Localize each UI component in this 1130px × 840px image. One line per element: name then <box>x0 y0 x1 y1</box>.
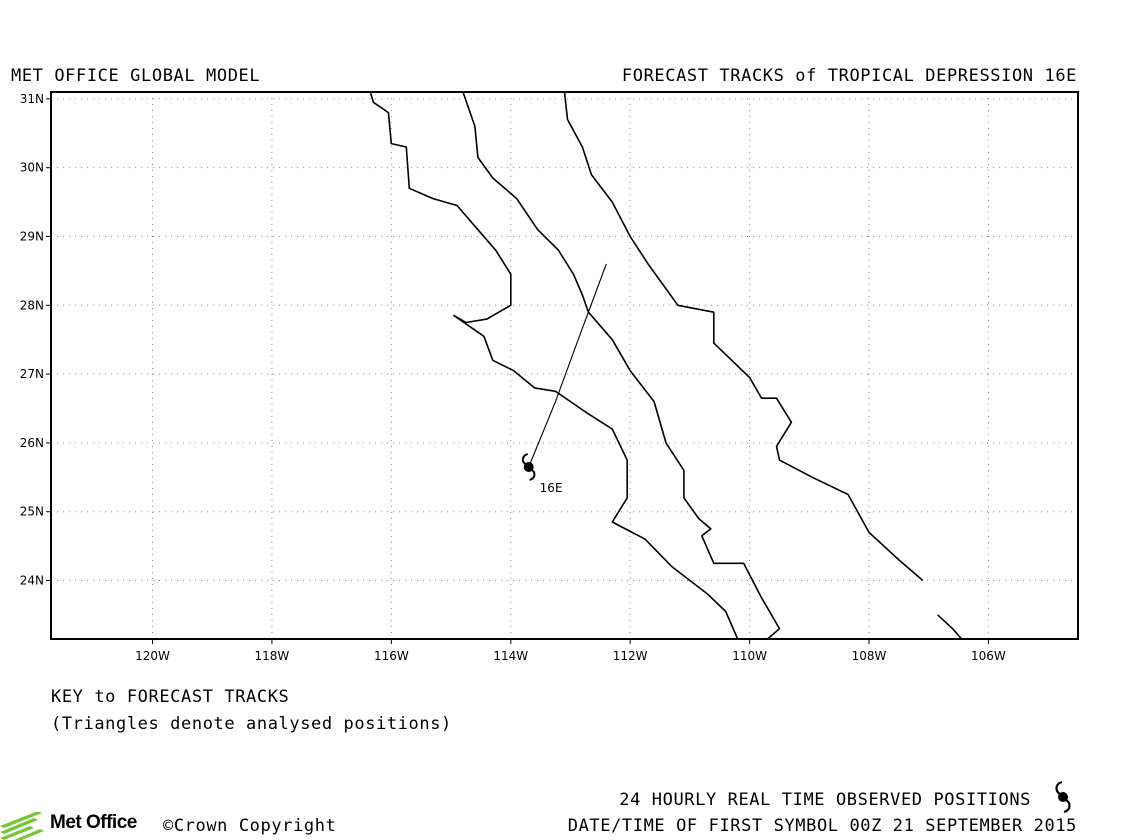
coastline <box>369 91 739 640</box>
lon-tick-label: 114W <box>493 649 528 663</box>
coastlines <box>369 91 963 640</box>
observed-positions-label: 24 HOURLY REAL TIME OBSERVED POSITIONS <box>619 790 1031 810</box>
lon-tick-label: 118W <box>255 649 290 663</box>
lat-tick-label: 26N <box>20 436 44 450</box>
right-title: FORECAST TRACKS of TROPICAL DEPRESSION 1… <box>621 66 1077 86</box>
lat-tick-label: 29N <box>20 229 44 243</box>
storm-symbol-icon <box>521 453 536 481</box>
lat-tick-label: 24N <box>20 574 44 588</box>
storm-label: 16E <box>540 481 563 495</box>
lat-tick-label: 27N <box>20 367 44 381</box>
lat-tick-label: 28N <box>20 298 44 312</box>
coastline <box>462 91 781 640</box>
datetime-label: DATE/TIME OF FIRST SYMBOL 00Z 21 SEPTEMB… <box>567 816 1077 836</box>
left-title: MET OFFICE GLOBAL MODEL <box>11 66 261 86</box>
forecast-tracks <box>528 263 607 468</box>
forecast-track-line <box>528 263 607 468</box>
axis-ticks: 31N 30N 29N 28N 27N 26N 25N 24N 120W 118W 116W 114W… <box>20 92 1006 663</box>
met-office-logo-icon <box>0 812 44 840</box>
lon-tick-label: 108W <box>852 649 887 663</box>
lon-tick-label: 120W <box>135 649 170 663</box>
coastline <box>937 614 963 640</box>
lon-tick-label: 106W <box>971 649 1006 663</box>
lat-tick-label: 25N <box>20 505 44 519</box>
copyright: ©Crown Copyright <box>163 816 337 836</box>
lon-tick-label: 116W <box>374 649 409 663</box>
lon-tick-label: 110W <box>732 649 767 663</box>
brand-name: Met Office <box>50 812 137 833</box>
key-title: KEY to FORECAST TRACKS <box>51 687 290 707</box>
map-frame <box>50 91 1079 640</box>
key-subtitle: (Triangles denote analysed positions) <box>51 714 452 734</box>
storm-symbol-icon <box>1055 780 1071 814</box>
lat-tick-label: 30N <box>20 161 44 175</box>
lon-tick-label: 112W <box>613 649 648 663</box>
coastline <box>563 91 924 582</box>
lat-tick-label: 31N <box>20 92 44 106</box>
graticule <box>51 92 1078 639</box>
storm-marker: 16E <box>521 453 563 495</box>
